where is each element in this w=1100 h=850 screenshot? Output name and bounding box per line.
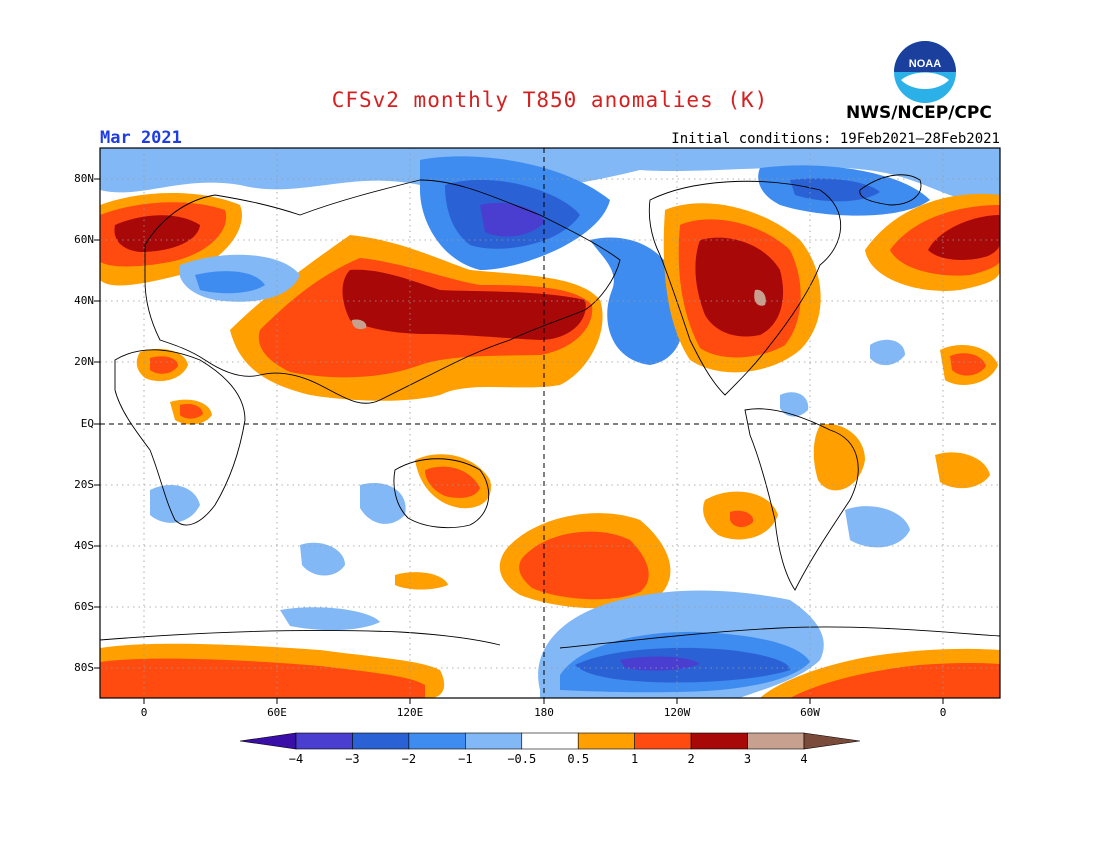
longitude-label: 120E: [396, 706, 424, 719]
color-bar-swatch: [521, 732, 579, 750]
coastlines: [100, 174, 1000, 649]
color-bar-swatch: [690, 732, 748, 750]
latitude-label: 40S: [74, 539, 94, 552]
color-bar-label: 4: [800, 752, 808, 766]
anomaly-field: [100, 148, 1000, 698]
color-bar-label: 1: [631, 752, 639, 766]
color-bar-label: 0.5: [567, 752, 590, 766]
color-bar-label: −3: [345, 752, 360, 766]
initial-conditions: Initial conditions: 19Feb2021–28Feb2021: [671, 131, 1000, 147]
color-bar-label: −4: [288, 752, 304, 766]
color-bar-label: 3: [743, 752, 752, 766]
color-bar-label: −0.5: [507, 752, 537, 766]
color-bar-swatch: [465, 732, 523, 750]
longitude-label: 0: [140, 706, 148, 719]
latitude-label: 80S: [74, 661, 94, 674]
graticule: [100, 148, 1000, 698]
longitude-label: 60W: [800, 706, 820, 719]
color-bar-label: 2: [687, 752, 695, 766]
latitude-label: 20N: [74, 355, 94, 368]
svg-text:NOAA: NOAA: [909, 58, 941, 70]
color-bar-high-arrow: [803, 732, 861, 750]
longitude-label: 0: [939, 706, 947, 719]
latitude-label: EQ: [80, 417, 94, 430]
chart-title: CFSv2 monthly T850 anomalies (K): [331, 88, 769, 112]
color-bar-swatch: [295, 732, 353, 750]
longitude-label: 120W: [663, 706, 691, 719]
color-bar-swatch: [408, 732, 466, 750]
color-bar-swatch: [577, 732, 635, 750]
latitude-label: 20S: [74, 478, 94, 491]
longitude-label: 60E: [267, 706, 287, 719]
color-bar-low-arrow: [239, 732, 297, 750]
color-bar-swatch: [352, 732, 410, 750]
latitude-label: 60S: [74, 600, 94, 613]
agency-label: NWS/NCEP/CPC: [846, 103, 992, 123]
color-bar-swatch: [634, 732, 692, 750]
color-bar-label: −2: [401, 752, 417, 766]
equator-dateline: [100, 148, 1000, 698]
latitude-label: 40N: [74, 294, 94, 307]
color-bar: [239, 732, 861, 750]
longitude-label: 180: [534, 706, 554, 719]
latitude-label: 80N: [74, 172, 94, 185]
axis-ticks: [94, 178, 944, 704]
latitude-label: 60N: [74, 233, 94, 246]
color-bar-label: −1: [458, 752, 473, 766]
color-bar-swatch: [747, 732, 805, 750]
noaa-logo: NOAA: [894, 41, 956, 103]
map-frame: [99, 147, 1001, 699]
forecast-month: Mar 2021: [100, 128, 182, 148]
